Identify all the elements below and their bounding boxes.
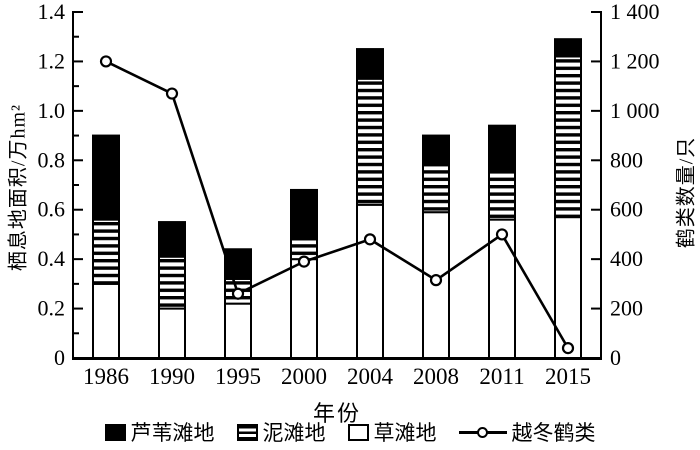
y-right-tick-label: 1 400 <box>610 0 660 24</box>
x-tick-label: 2011 <box>479 364 524 389</box>
left-axis-title: 栖息地面积/万hm² <box>7 103 30 272</box>
y-right-tick-label: 200 <box>610 296 643 321</box>
legend-label-mud: 泥滩地 <box>262 421 326 445</box>
crane-point <box>561 342 575 355</box>
x-tick-label: 2000 <box>281 364 327 389</box>
x-tick-label: 2008 <box>413 364 459 389</box>
legend: 芦苇滩地 泥滩地 草滩地 越冬鹤类 <box>0 417 700 447</box>
x-tick-label: 2004 <box>347 364 394 389</box>
bar-segment-mud <box>488 169 516 221</box>
mud-swatch-icon <box>236 423 258 441</box>
y-left-tick-label: 1.0 <box>38 98 66 123</box>
y-right-tick-label: 600 <box>610 197 643 222</box>
bar-segment-grass <box>158 307 186 360</box>
y-right-tick-label: 1 200 <box>610 48 660 73</box>
legend-item-grass: 草滩地 <box>347 417 437 447</box>
bar-segment-mud <box>554 55 582 219</box>
bar-segment-reed <box>554 38 582 58</box>
bar-segment-grass <box>92 282 120 360</box>
crane-point <box>99 55 113 68</box>
reed-swatch-icon <box>104 423 126 441</box>
legend-label-reed: 芦苇滩地 <box>130 421 215 445</box>
y-left-tick-label: 1.4 <box>38 0 66 24</box>
y-right-tick-label: 0 <box>610 345 621 370</box>
legend-item-reed: 芦苇滩地 <box>104 417 215 447</box>
bar-segment-reed <box>290 188 318 241</box>
y-right-tick-label: 800 <box>610 147 643 172</box>
bar-segment-reed <box>422 134 450 167</box>
x-tick-label: 1995 <box>215 364 261 389</box>
x-axis-title: 年份 <box>312 401 361 426</box>
right-axis-title: 鹤类数量/只 <box>675 136 698 249</box>
y-left-tick-label: 0.8 <box>38 147 66 172</box>
bar-segment-mud <box>158 255 186 310</box>
crane-point <box>165 87 179 100</box>
bar-segment-reed <box>158 221 186 258</box>
crane-point <box>429 274 443 287</box>
legend-label-cranes: 越冬鹤类 <box>511 421 596 445</box>
crane-point <box>297 255 311 268</box>
crane-point <box>231 287 245 300</box>
bar-segment-mud <box>422 164 450 214</box>
bar-segment-reed <box>356 48 384 80</box>
legend-item-cranes: 越冬鹤类 <box>458 417 596 447</box>
y-right-tick-label: 400 <box>610 246 643 271</box>
grass-swatch-icon <box>347 423 369 441</box>
y-left-tick-label: 0.6 <box>38 197 66 222</box>
crane-line-swatch-icon <box>458 425 507 439</box>
x-tick-label: 1990 <box>149 364 195 389</box>
y-left-tick-label: 0.4 <box>38 246 66 271</box>
bar-segment-grass <box>224 302 252 359</box>
bar-segment-reed <box>488 124 516 172</box>
crane-line <box>104 60 570 350</box>
x-tick-label: 2015 <box>545 364 591 389</box>
bar-segment-reed <box>92 134 120 221</box>
bar-segment-mud <box>356 77 384 206</box>
y-left-tick-label: 0.2 <box>38 296 66 321</box>
bar-segment-grass <box>554 216 582 359</box>
legend-item-mud: 泥滩地 <box>236 417 326 447</box>
x-tick-label: 1986 <box>83 364 129 389</box>
bar-segment-grass <box>356 203 384 359</box>
bar-segment-mud <box>92 218 120 285</box>
y-right-tick-label: 1 000 <box>610 98 660 123</box>
crane-point <box>363 233 377 246</box>
bar-segment-grass <box>290 258 318 359</box>
crane-point <box>495 228 509 241</box>
legend-label-grass: 草滩地 <box>373 421 437 445</box>
y-left-tick-label: 0 <box>54 345 65 370</box>
y-left-tick-label: 1.2 <box>38 48 66 73</box>
